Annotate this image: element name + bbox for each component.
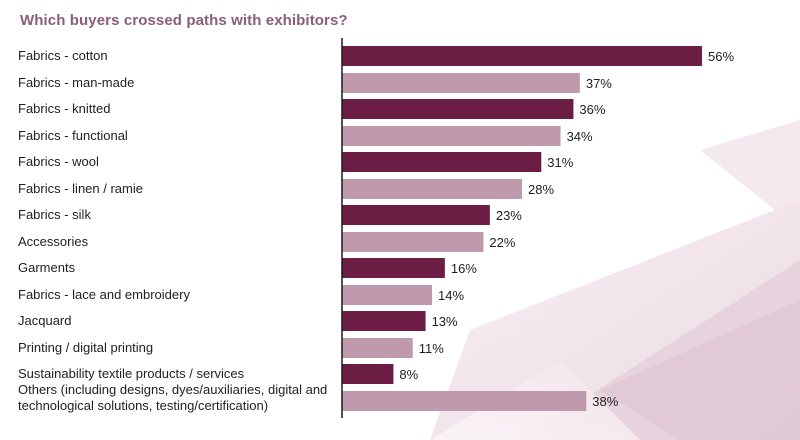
category-label: Fabrics - wool (18, 154, 99, 169)
category-label: Others (including designs, dyes/auxiliar… (18, 382, 327, 413)
value-label: 36% (579, 102, 605, 117)
value-label: 31% (547, 155, 573, 170)
value-label: 14% (438, 288, 464, 303)
category-label: Fabrics - knitted (18, 101, 110, 116)
value-label: 56% (708, 49, 734, 64)
category-label: Fabrics - silk (18, 207, 91, 222)
value-label: 37% (586, 76, 612, 91)
bar (342, 338, 413, 358)
value-label: 22% (489, 235, 515, 250)
value-label: 13% (432, 314, 458, 329)
value-label: 34% (567, 129, 593, 144)
bar (342, 285, 432, 305)
bar (342, 179, 522, 199)
category-label: Fabrics - functional (18, 128, 128, 143)
category-label: Fabrics - man-made (18, 75, 134, 90)
category-label: Fabrics - linen / ramie (18, 181, 143, 196)
value-label: 38% (592, 394, 618, 409)
category-label: Jacquard (18, 313, 71, 328)
bar (342, 152, 542, 172)
value-label: 23% (496, 208, 522, 223)
category-label: Sustainability textile products / servic… (18, 366, 245, 381)
value-label: 28% (528, 182, 554, 197)
bar (342, 258, 445, 278)
value-label: 11% (419, 341, 444, 356)
category-label: Accessories (18, 234, 89, 249)
value-label: 8% (399, 367, 418, 382)
bar (342, 391, 587, 411)
category-label: Printing / digital printing (18, 340, 153, 355)
value-label: 16% (451, 261, 477, 276)
bar (342, 311, 426, 331)
category-label: Fabrics - cotton (18, 48, 108, 63)
bar (342, 126, 561, 146)
bar (342, 99, 574, 119)
category-label: Fabrics - lace and embroidery (18, 287, 190, 302)
category-label: Garments (18, 260, 76, 275)
bar (342, 364, 394, 384)
bar (342, 73, 580, 93)
chart-title: Which buyers crossed paths with exhibito… (20, 12, 348, 29)
bar (342, 232, 484, 252)
bar (342, 205, 490, 225)
bar (342, 46, 702, 66)
